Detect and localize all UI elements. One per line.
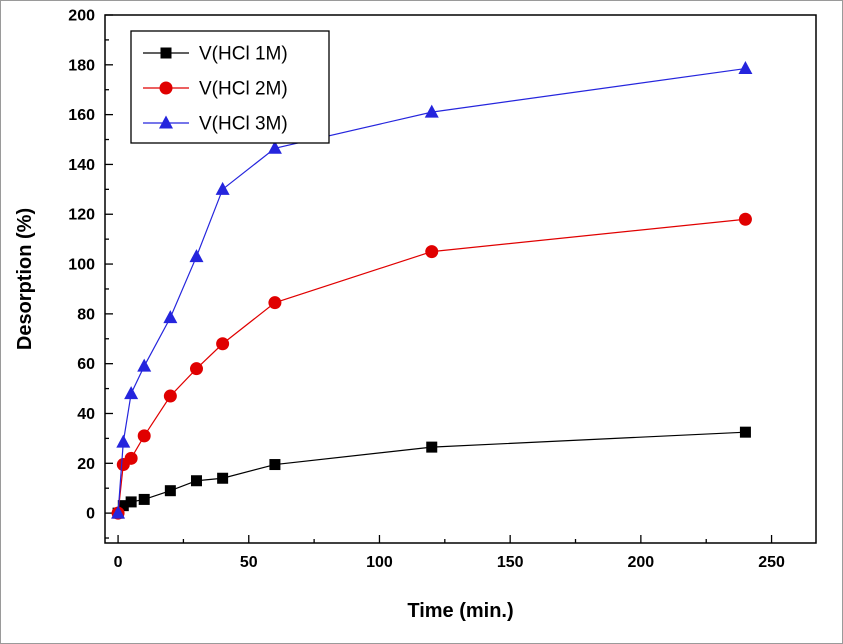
data-point-marker	[116, 434, 131, 448]
series-line	[117, 67, 746, 514]
data-point-marker	[189, 249, 204, 263]
data-point-marker	[739, 426, 751, 438]
data-point-marker	[425, 245, 439, 259]
axis-ticks	[105, 14, 773, 543]
legend-item: V(HCl 3M)	[143, 114, 288, 135]
data-point-marker	[160, 47, 172, 59]
data-point-marker	[111, 505, 126, 519]
x-tick-label: 50	[240, 554, 258, 571]
y-tick-label: 200	[68, 8, 95, 25]
data-point-marker	[163, 310, 178, 324]
x-tick-label: 100	[366, 554, 393, 571]
data-point-marker	[124, 451, 138, 465]
y-tick-label: 180	[68, 57, 95, 74]
data-point-marker	[164, 485, 176, 497]
series-v-hcl-3m-	[111, 61, 753, 519]
data-point-marker	[267, 140, 282, 154]
data-point-marker	[190, 475, 202, 487]
data-point-marker	[137, 429, 151, 443]
series-v-hcl-2m-	[111, 212, 752, 520]
data-point-marker	[138, 493, 150, 505]
data-point-marker	[117, 500, 129, 512]
x-tick-label: 250	[758, 554, 785, 571]
legend-item: V(HCl 2M)	[143, 79, 288, 100]
y-tick-label: 120	[68, 207, 95, 224]
data-point-marker	[125, 496, 137, 508]
legend-label: V(HCl 3M)	[199, 114, 288, 135]
data-point-marker	[159, 81, 173, 95]
data-point-marker	[216, 337, 230, 351]
y-tick-label: 100	[68, 257, 95, 274]
data-point-marker	[124, 386, 139, 400]
data-point-marker	[159, 115, 173, 129]
data-point-marker	[269, 459, 281, 471]
data-point-marker	[215, 181, 230, 195]
data-point-marker	[163, 389, 177, 403]
tick-labels: 0 50 100 150 200 250 0 20 40 60 80 100 120 140 160 180 2…	[68, 8, 785, 572]
y-axis-label: Desorption (%)	[14, 208, 36, 350]
y-tick-label: 20	[77, 456, 95, 473]
y-tick-label: 40	[77, 406, 95, 423]
x-tick-label: 0	[114, 554, 123, 571]
legend: V(HCl 1M) V(HCl 2M) V(HCl 3M)	[130, 30, 330, 144]
data-point-marker	[217, 472, 229, 484]
data-point-marker	[189, 362, 203, 376]
legend-label: V(HCl 2M)	[199, 79, 288, 100]
data-point-marker	[738, 61, 753, 75]
y-tick-label: 160	[68, 107, 95, 124]
data-point-marker	[268, 296, 282, 310]
x-tick-label: 200	[628, 554, 655, 571]
x-tick-label: 150	[497, 554, 524, 571]
y-tick-label: 140	[68, 157, 95, 174]
y-tick-label: 60	[77, 356, 95, 373]
data-point-marker	[137, 358, 152, 372]
data-point-marker	[426, 441, 438, 453]
data-point-marker	[738, 212, 752, 226]
legend-label: V(HCl 1M)	[199, 44, 288, 65]
y-tick-label: 0	[86, 506, 95, 523]
legend-item: V(HCl 1M)	[143, 44, 288, 65]
y-tick-label: 80	[77, 306, 95, 323]
data-point-marker	[424, 104, 439, 118]
x-axis-label: Time (min.)	[407, 600, 513, 622]
